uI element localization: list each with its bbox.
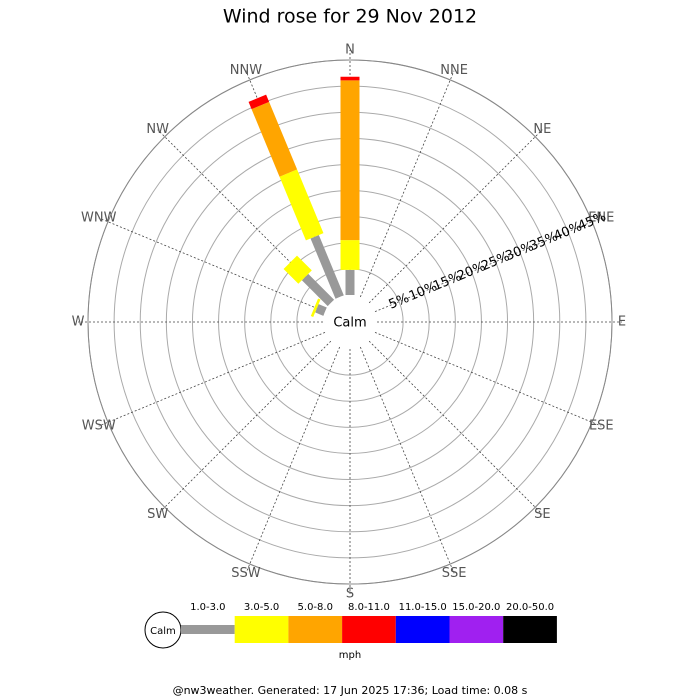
bar-segment <box>301 273 335 307</box>
bar-segment <box>310 235 344 299</box>
direction-label: SSE <box>442 566 467 581</box>
direction-label: NNE <box>440 63 468 78</box>
footer: @nw3weather. Generated: 17 Jun 2025 17:3… <box>173 684 528 697</box>
calm-label: Calm <box>333 316 366 331</box>
legend-label: 1.0-3.0 <box>190 602 225 613</box>
direction-label: N <box>345 43 355 58</box>
chart-title: Wind rose for 29 Nov 2012 <box>223 6 477 28</box>
direction-label: SW <box>147 507 168 522</box>
r-tick-label: 5% <box>387 291 412 313</box>
direction-label: S <box>346 587 354 602</box>
spoke <box>359 346 455 574</box>
legend-swatch <box>503 616 557 643</box>
direction-label: ESE <box>589 419 614 434</box>
direction-label: E <box>618 315 626 330</box>
spoke <box>368 129 543 304</box>
spoke <box>359 70 455 298</box>
direction-label: WNW <box>81 210 117 225</box>
bar-segment <box>310 298 321 318</box>
spoke <box>98 217 326 313</box>
direction-label: ENE <box>588 210 614 225</box>
direction-label: WSW <box>82 419 116 434</box>
legend-swatch <box>288 616 343 643</box>
direction-label: SSW <box>231 566 261 581</box>
outer-ring <box>87 59 613 585</box>
legend-swatch <box>342 616 396 643</box>
direction-label: NE <box>533 122 551 137</box>
legend-calm-label: Calm <box>150 626 176 637</box>
direction-label: NNW <box>230 63 262 78</box>
bar-segment <box>248 94 270 110</box>
spoke <box>157 340 332 515</box>
legend-swatch <box>449 616 504 643</box>
direction-label: NW <box>146 122 169 137</box>
r-tick-label: 45% <box>576 209 608 234</box>
spoke <box>245 346 341 574</box>
legend-swatch <box>181 625 235 634</box>
legend-label: 8.0-11.0 <box>348 602 390 613</box>
calm-circle <box>323 295 377 349</box>
spoke <box>368 340 543 515</box>
bar-segment <box>251 101 298 177</box>
legend-swatch <box>395 616 450 643</box>
spoke <box>374 217 602 313</box>
legend-label: 11.0-15.0 <box>399 602 447 613</box>
legend-label: 3.0-5.0 <box>244 602 279 613</box>
legend-label: 5.0-8.0 <box>298 602 333 613</box>
legend-unit: mph <box>339 650 361 661</box>
bars <box>248 76 360 318</box>
direction-label: SE <box>534 507 550 522</box>
bar-segment <box>315 304 327 316</box>
bar-segment <box>283 255 312 284</box>
legend-label: 15.0-20.0 <box>452 602 500 613</box>
spoke <box>374 331 602 427</box>
bar-segment <box>279 169 324 241</box>
legend-swatch <box>234 616 289 643</box>
direction-label: W <box>72 315 85 330</box>
legend-label: 20.0-50.0 <box>506 602 554 613</box>
spoke <box>98 331 326 427</box>
